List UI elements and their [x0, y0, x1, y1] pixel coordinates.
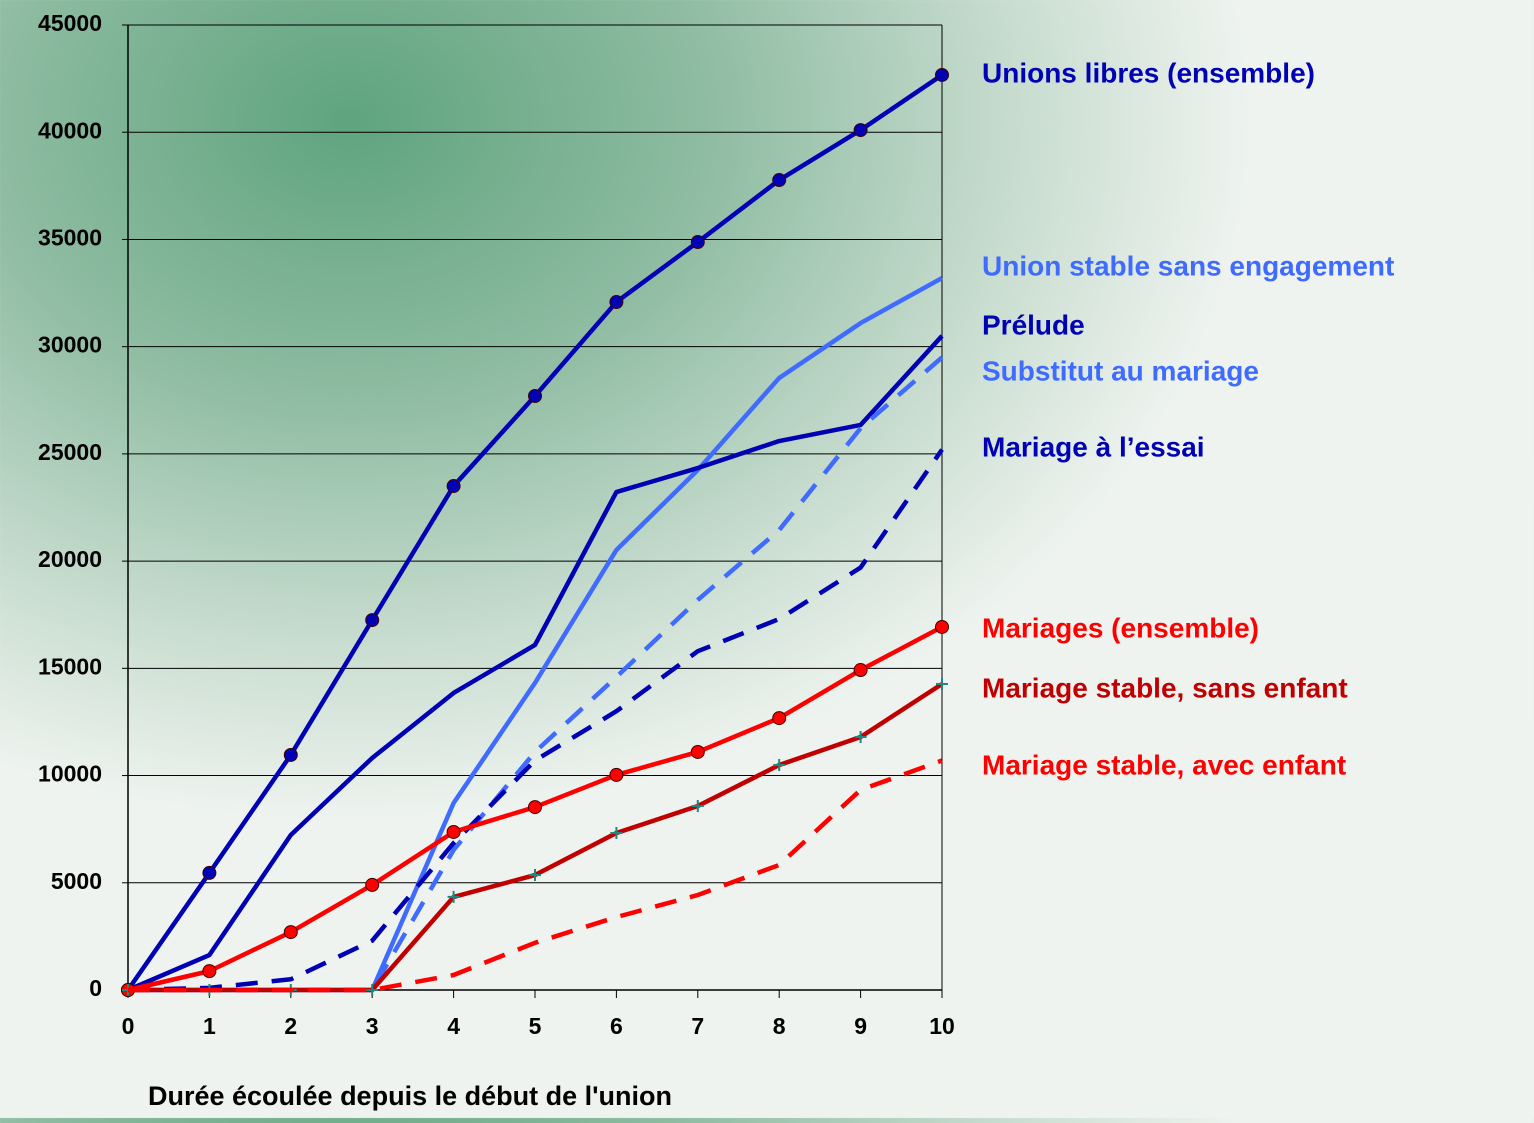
x-tick-label: 4: [447, 1013, 460, 1039]
y-tick-label: 15000: [38, 653, 102, 679]
series-line: [128, 758, 943, 993]
marker: [446, 479, 461, 494]
y-tick-label: 40000: [38, 117, 102, 143]
series-line: [127, 448, 944, 993]
x-tick-label: 10: [929, 1013, 955, 1039]
x-tick-label: 6: [610, 1013, 623, 1039]
legend-label: Mariage stable, sans enfant: [982, 672, 1348, 703]
marker: [366, 984, 379, 996]
x-tick-label: 1: [203, 1013, 216, 1039]
series-line: [126, 73, 944, 992]
marker: [772, 173, 787, 188]
legend-label: Mariage à l’essai: [982, 431, 1205, 462]
legend-label: Unions libres (ensemble): [982, 57, 1315, 88]
marker: [528, 800, 542, 815]
marker: [691, 800, 704, 813]
y-tick-label: 5000: [51, 868, 102, 894]
legend-label: Prélude: [982, 309, 1085, 340]
marker: [447, 890, 460, 903]
marker: [773, 759, 786, 772]
marker: [202, 964, 217, 979]
marker: [690, 235, 705, 250]
y-tick-label: 45000: [38, 10, 102, 36]
x-axis-label: Durée écoulée depuis le début de l'union: [148, 1081, 672, 1111]
marker: [853, 663, 868, 678]
marker: [935, 67, 949, 82]
marker: [935, 619, 949, 634]
marker: [853, 123, 868, 138]
marker: [610, 827, 623, 840]
marker: [446, 824, 461, 839]
marker: [854, 730, 867, 743]
y-tick-label: 10000: [38, 761, 102, 787]
legend-label: Union stable sans engagement: [982, 250, 1394, 281]
marker: [772, 711, 787, 726]
x-tick-label: 7: [691, 1013, 704, 1039]
x-tick-label: 9: [854, 1013, 867, 1039]
y-tick-label: 0: [89, 975, 102, 1001]
marker: [609, 767, 624, 782]
x-tick-label: 3: [366, 1013, 379, 1039]
marker: [936, 677, 948, 690]
marker: [365, 613, 380, 628]
marker: [202, 865, 217, 880]
series-line: [128, 355, 944, 993]
x-tick-label: 2: [284, 1013, 297, 1039]
marker: [365, 877, 380, 892]
legend-label: Substitut au mariage: [982, 355, 1259, 386]
y-tick-label: 25000: [38, 439, 102, 465]
marker: [283, 747, 298, 762]
y-tick-label: 20000: [38, 546, 102, 572]
series-line: [127, 334, 944, 993]
marker: [529, 869, 541, 882]
legend-label: Mariage stable, avec enfant: [982, 749, 1346, 780]
marker: [528, 388, 542, 403]
marker: [690, 744, 705, 759]
marker: [283, 925, 298, 940]
x-tick-label: 5: [529, 1013, 542, 1039]
y-tick-label: 35000: [38, 225, 102, 251]
x-tick-label: 8: [773, 1013, 786, 1039]
legend-label: Mariages (ensemble): [982, 612, 1259, 643]
x-tick-label: 0: [122, 1013, 135, 1039]
marker: [609, 295, 624, 310]
y-tick-label: 30000: [38, 332, 102, 358]
